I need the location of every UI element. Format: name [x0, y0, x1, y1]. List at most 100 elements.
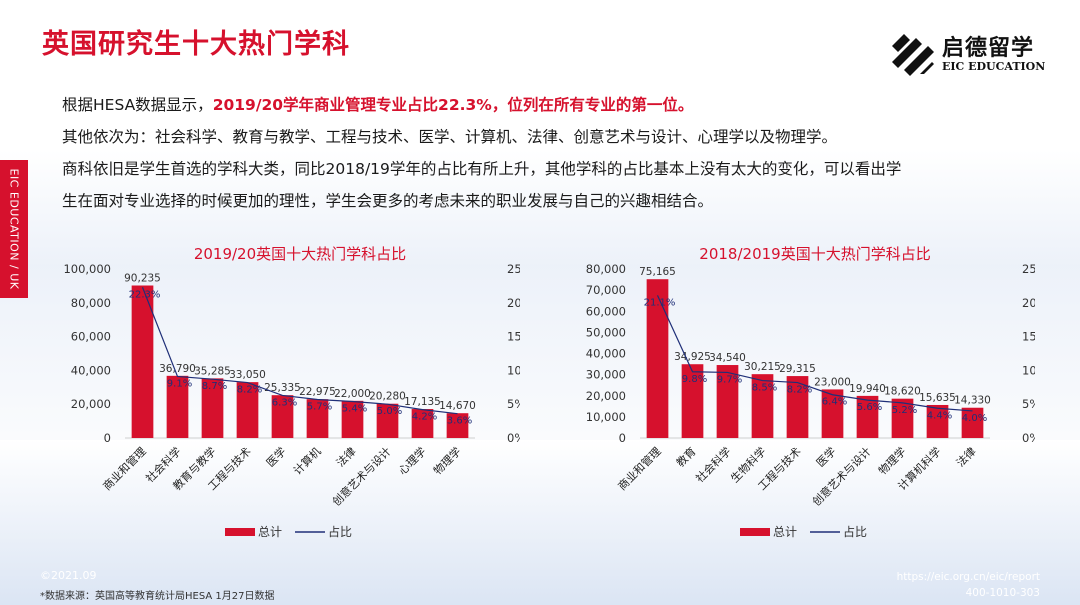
bar — [821, 389, 844, 438]
category-label: 物理学 — [875, 444, 908, 477]
bar-value-label: 25,335 — [264, 382, 301, 394]
y-tick-label: 30,000 — [586, 368, 626, 382]
bar-value-label: 23,000 — [814, 376, 851, 388]
paragraph-3: 商科依旧是学生首选的学科大类，同比2018/19学年的占比有所上升，其他学科的占… — [62, 160, 902, 178]
y2-tick-label: 10% — [507, 363, 520, 377]
y2-tick-label: 15% — [507, 330, 520, 344]
y2-tick-label: 0% — [507, 431, 520, 445]
legend-bar-swatch — [740, 528, 770, 536]
bar — [681, 364, 704, 438]
y-tick-label: 40,000 — [71, 363, 111, 377]
y2-tick-label: 25% — [507, 262, 520, 276]
bar-value-label: 18,620 — [884, 386, 921, 398]
bar-value-label: 30,215 — [744, 361, 781, 373]
y2-tick-label: 5% — [507, 397, 520, 411]
bar-value-label: 17,135 — [404, 396, 441, 408]
category-label: 法律 — [953, 444, 978, 469]
footer-url[interactable]: https://eic.org.cn/eic/report — [896, 571, 1040, 583]
category-label: 教育 — [673, 444, 698, 469]
paragraph-4: 生在面对专业选择的时候更加的理性，学生会更多的考虑未来的职业发展与自己的兴趣相结… — [62, 192, 714, 210]
page-title: 英国研究生十大热门学科 — [42, 29, 350, 60]
bar — [131, 285, 154, 438]
footer-date: ©2021.09 — [40, 569, 97, 582]
footer-band — [0, 440, 1080, 605]
y-tick-label: 60,000 — [71, 330, 111, 344]
line-value-label: 9.7% — [717, 374, 742, 385]
line-value-label: 3.6% — [447, 416, 472, 427]
y2-tick-label: 10% — [1022, 363, 1035, 377]
line-value-label: 8.7% — [202, 381, 227, 392]
category-label: 物理学 — [430, 444, 463, 477]
line-value-label: 6.3% — [272, 397, 297, 408]
bar — [341, 400, 364, 438]
bar-value-label: 33,050 — [229, 369, 266, 381]
y2-tick-label: 20% — [507, 296, 520, 310]
eic-logo: 启德留学 EIC EDUCATION — [890, 26, 1055, 78]
y-tick-label: 60,000 — [586, 304, 626, 318]
line-series — [656, 295, 973, 412]
category-label: 社会科学 — [693, 444, 734, 485]
bar — [271, 395, 294, 438]
side-label: EIC EDUCATION / UK — [7, 168, 21, 290]
y-tick-label: 0 — [619, 431, 626, 445]
y-tick-label: 100,000 — [63, 262, 111, 276]
legend-bar-swatch — [225, 528, 255, 536]
bar-value-label: 75,165 — [639, 266, 676, 278]
legend-bar-label: 总计 — [258, 525, 282, 539]
line-value-label: 21.1% — [644, 297, 676, 308]
line-value-label: 4.4% — [927, 410, 952, 421]
bar-value-label: 34,925 — [674, 351, 711, 363]
bar-value-label: 90,235 — [124, 273, 161, 285]
line-value-label: 4.2% — [412, 412, 437, 423]
bar-value-label: 22,000 — [334, 388, 371, 400]
bar — [376, 403, 399, 438]
y-tick-label: 70,000 — [586, 283, 626, 297]
legend-bar-label: 总计 — [773, 525, 797, 539]
bar — [166, 375, 189, 438]
footer-phone: 400-1010-303 — [965, 587, 1040, 599]
bar — [306, 399, 329, 438]
paragraph-1-lead: 根据HESA数据显示， — [62, 96, 213, 114]
bar — [961, 407, 984, 438]
line-value-label: 5.0% — [377, 406, 402, 417]
line-value-label: 22.3% — [129, 289, 161, 300]
y-tick-label: 40,000 — [586, 347, 626, 361]
y2-tick-label: 20% — [1022, 296, 1035, 310]
chart-title: 2018/2019英国十大热门学科占比 — [699, 245, 930, 263]
bar — [236, 382, 259, 438]
bar — [411, 409, 434, 438]
y-tick-label: 0 — [104, 431, 111, 445]
logo-en: EIC EDUCATION — [942, 60, 1046, 73]
category-label: 医学 — [263, 444, 288, 469]
category-label: 心理学 — [395, 444, 428, 477]
line-value-label: 6.4% — [822, 397, 847, 408]
category-label: 法律 — [333, 444, 358, 469]
bar-value-label: 22,975 — [299, 386, 336, 398]
y-tick-label: 50,000 — [586, 325, 626, 339]
line-value-label: 5.2% — [892, 405, 917, 416]
bar-value-label: 34,540 — [709, 352, 746, 364]
bar-value-label: 29,315 — [779, 363, 816, 375]
category-label: 商业和管理 — [615, 444, 664, 493]
chart-title: 2019/20英国十大热门学科占比 — [194, 245, 406, 263]
line-value-label: 8.5% — [752, 383, 777, 394]
side-label-bar — [0, 160, 28, 298]
category-label: 商业和管理 — [100, 444, 149, 493]
bar — [716, 365, 739, 438]
legend-line-label: 占比 — [843, 524, 867, 539]
bar — [926, 404, 949, 438]
category-label: 创意艺术与设计 — [809, 444, 873, 508]
bar-value-label: 35,285 — [194, 365, 231, 377]
y-tick-label: 20,000 — [71, 397, 111, 411]
eic-logo-icon — [892, 34, 934, 76]
bar — [751, 374, 774, 438]
line-value-label: 8.2% — [237, 385, 262, 396]
y-tick-label: 80,000 — [586, 262, 626, 276]
category-label: 医学 — [813, 444, 838, 469]
y-tick-label: 80,000 — [71, 296, 111, 310]
line-value-label: 9.1% — [167, 378, 192, 389]
bar-value-label: 36,790 — [159, 363, 196, 375]
line-value-label: 9.8% — [682, 374, 707, 385]
bar — [786, 376, 809, 438]
y-tick-label: 10,000 — [586, 410, 626, 424]
